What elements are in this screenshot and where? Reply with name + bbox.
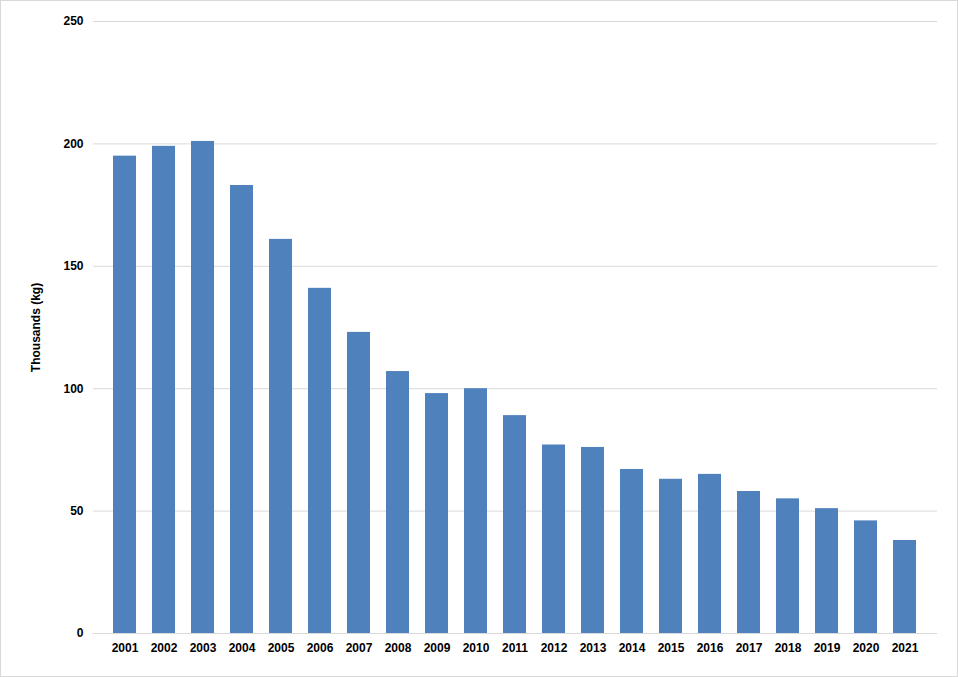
svg-text:2013: 2013: [580, 641, 607, 655]
svg-text:2012: 2012: [541, 641, 568, 655]
svg-text:Thousands (kg): Thousands (kg): [29, 283, 43, 372]
svg-text:2004: 2004: [229, 641, 256, 655]
svg-text:50: 50: [70, 504, 84, 518]
svg-text:2007: 2007: [346, 641, 373, 655]
svg-text:2001: 2001: [112, 641, 139, 655]
svg-text:100: 100: [63, 382, 83, 396]
svg-text:2020: 2020: [853, 641, 880, 655]
svg-text:2019: 2019: [814, 641, 841, 655]
svg-text:2014: 2014: [619, 641, 646, 655]
svg-text:150: 150: [63, 259, 83, 273]
svg-text:0: 0: [77, 626, 84, 640]
svg-text:2008: 2008: [385, 641, 412, 655]
svg-text:2016: 2016: [697, 641, 724, 655]
svg-text:2006: 2006: [307, 641, 334, 655]
svg-text:2010: 2010: [463, 641, 490, 655]
svg-text:2021: 2021: [892, 641, 919, 655]
svg-text:250: 250: [63, 14, 83, 28]
svg-text:2017: 2017: [736, 641, 763, 655]
svg-text:2002: 2002: [151, 641, 178, 655]
svg-text:2018: 2018: [775, 641, 802, 655]
svg-text:2005: 2005: [268, 641, 295, 655]
svg-text:2015: 2015: [658, 641, 685, 655]
svg-text:2009: 2009: [424, 641, 451, 655]
svg-text:2003: 2003: [190, 641, 217, 655]
svg-text:200: 200: [63, 137, 83, 151]
svg-text:2011: 2011: [502, 641, 528, 655]
